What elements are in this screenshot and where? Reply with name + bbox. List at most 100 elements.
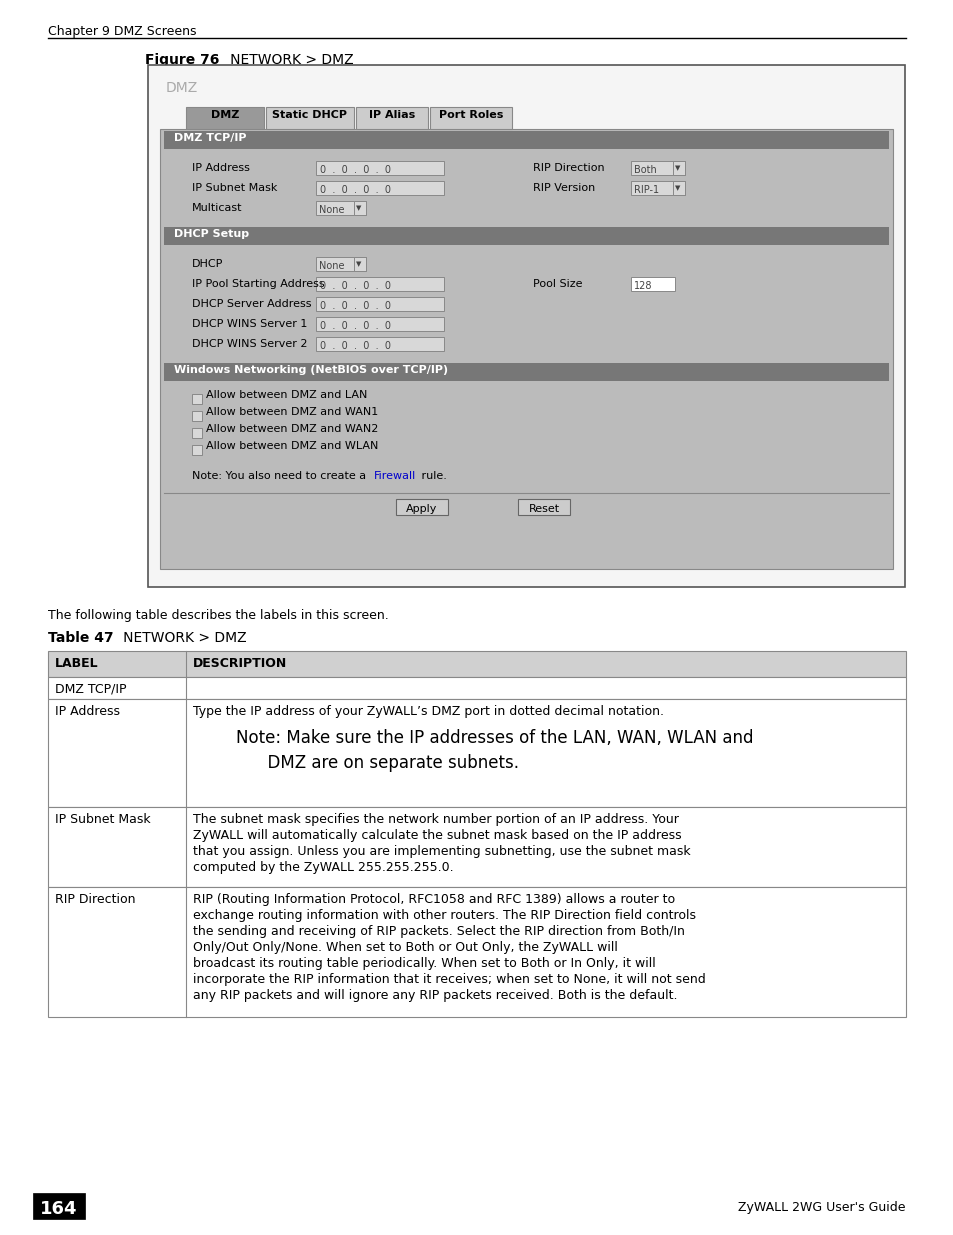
Text: the sending and receiving of RIP packets. Select the RIP direction from Both/In: the sending and receiving of RIP packets… — [193, 925, 684, 939]
Bar — [430, 107, 512, 128]
Bar — [354, 201, 366, 215]
Text: Figure 76: Figure 76 — [145, 53, 219, 67]
Text: DHCP Server Address: DHCP Server Address — [192, 299, 312, 309]
Text: 0  .  0  .  0  .  0: 0 . 0 . 0 . 0 — [319, 341, 391, 351]
Bar — [630, 182, 684, 195]
Text: ▼: ▼ — [355, 261, 361, 267]
Bar — [630, 277, 675, 291]
Text: Port Roles: Port Roles — [438, 110, 502, 120]
Bar — [192, 411, 202, 421]
Bar — [192, 429, 202, 438]
Text: Apply: Apply — [406, 504, 437, 514]
Bar — [315, 337, 443, 351]
Text: incorporate the RIP information that it receives; when set to None, it will not : incorporate the RIP information that it … — [193, 973, 705, 986]
Bar — [315, 182, 443, 195]
Text: None: None — [318, 261, 344, 270]
Text: Allow between DMZ and LAN: Allow between DMZ and LAN — [206, 390, 367, 400]
Text: ▼: ▼ — [355, 205, 361, 211]
Text: 0  .  0  .  0  .  0: 0 . 0 . 0 . 0 — [319, 301, 391, 311]
Text: ZyWALL 2WG User's Guide: ZyWALL 2WG User's Guide — [738, 1200, 905, 1214]
Text: IP Pool Starting Address: IP Pool Starting Address — [192, 279, 324, 289]
Bar — [33, 1193, 85, 1219]
Text: DMZ: DMZ — [166, 82, 198, 95]
Text: Only/Out Only/None. When set to Both or Out Only, the ZyWALL will: Only/Out Only/None. When set to Both or … — [193, 941, 618, 953]
Bar — [48, 806, 905, 887]
Text: IP Subnet Mask: IP Subnet Mask — [192, 183, 277, 193]
Text: Reset: Reset — [528, 504, 559, 514]
Bar — [315, 277, 443, 291]
Text: 128: 128 — [634, 282, 652, 291]
Text: IP Address: IP Address — [192, 163, 250, 173]
Text: NETWORK > DMZ: NETWORK > DMZ — [110, 631, 247, 645]
Bar — [517, 499, 569, 515]
Text: The subnet mask specifies the network number portion of an IP address. Your: The subnet mask specifies the network nu… — [193, 813, 679, 826]
Text: DESCRIPTION: DESCRIPTION — [193, 657, 287, 671]
Text: 0  .  0  .  0  .  0: 0 . 0 . 0 . 0 — [319, 165, 391, 175]
Text: 164: 164 — [40, 1200, 77, 1218]
Text: that you assign. Unless you are implementing subnetting, use the subnet mask: that you assign. Unless you are implemen… — [193, 845, 690, 858]
Text: 0  .  0  .  0  .  0: 0 . 0 . 0 . 0 — [319, 185, 391, 195]
Bar — [148, 65, 904, 587]
Text: Chapter 9 DMZ Screens: Chapter 9 DMZ Screens — [48, 25, 196, 38]
Text: computed by the ZyWALL 255.255.255.0.: computed by the ZyWALL 255.255.255.0. — [193, 861, 453, 874]
Text: DMZ TCP/IP: DMZ TCP/IP — [173, 133, 246, 143]
Bar — [192, 445, 202, 454]
Bar — [315, 296, 443, 311]
Text: 0  .  0  .  0  .  0: 0 . 0 . 0 . 0 — [319, 321, 391, 331]
Text: DHCP: DHCP — [192, 259, 223, 269]
Text: RIP Direction: RIP Direction — [55, 893, 135, 906]
Bar — [192, 394, 202, 404]
Text: Multicast: Multicast — [192, 203, 242, 212]
Bar — [48, 699, 905, 806]
Bar — [266, 107, 354, 128]
Text: DHCP WINS Server 2: DHCP WINS Server 2 — [192, 338, 307, 350]
Text: DMZ are on separate subnets.: DMZ are on separate subnets. — [235, 755, 518, 772]
Text: Table 47: Table 47 — [48, 631, 113, 645]
Text: any RIP packets and will ignore any RIP packets received. Both is the default.: any RIP packets and will ignore any RIP … — [193, 989, 677, 1002]
Bar — [395, 499, 448, 515]
Text: DMZ: DMZ — [211, 110, 239, 120]
Text: Both: Both — [634, 165, 656, 175]
Text: DHCP Setup: DHCP Setup — [173, 228, 249, 240]
Text: ZyWALL will automatically calculate the subnet mask based on the IP address: ZyWALL will automatically calculate the … — [193, 829, 680, 842]
Bar — [164, 131, 888, 149]
Text: Static DHCP: Static DHCP — [273, 110, 347, 120]
Bar — [315, 257, 366, 270]
Bar — [48, 651, 905, 677]
Bar — [315, 161, 443, 175]
Bar — [160, 128, 892, 569]
Bar — [48, 677, 905, 699]
Bar — [315, 201, 366, 215]
Text: Firewall: Firewall — [374, 471, 416, 480]
Text: RIP Direction: RIP Direction — [533, 163, 604, 173]
Text: 0  .  0  .  0  .  0: 0 . 0 . 0 . 0 — [319, 282, 391, 291]
Text: NETWORK > DMZ: NETWORK > DMZ — [216, 53, 354, 67]
Text: RIP Version: RIP Version — [533, 183, 595, 193]
Bar — [630, 161, 684, 175]
Text: DHCP WINS Server 1: DHCP WINS Server 1 — [192, 319, 307, 329]
Text: rule.: rule. — [417, 471, 446, 480]
Bar — [48, 887, 905, 1016]
Bar — [355, 107, 428, 128]
Text: ▼: ▼ — [675, 165, 679, 170]
Text: exchange routing information with other routers. The RIP Direction field control: exchange routing information with other … — [193, 909, 696, 923]
Text: Allow between DMZ and WAN1: Allow between DMZ and WAN1 — [206, 408, 377, 417]
Text: Note: You also need to create a: Note: You also need to create a — [192, 471, 369, 480]
Bar — [315, 317, 443, 331]
Text: Note: Make sure the IP addresses of the LAN, WAN, WLAN and: Note: Make sure the IP addresses of the … — [235, 729, 753, 747]
Text: Pool Size: Pool Size — [533, 279, 582, 289]
Text: DMZ TCP/IP: DMZ TCP/IP — [55, 682, 127, 695]
Bar — [186, 107, 264, 128]
Bar — [164, 227, 888, 245]
Text: RIP-1: RIP-1 — [634, 185, 659, 195]
Text: Allow between DMZ and WLAN: Allow between DMZ and WLAN — [206, 441, 378, 451]
Bar — [672, 161, 684, 175]
Text: IP Alias: IP Alias — [369, 110, 415, 120]
Text: None: None — [318, 205, 344, 215]
Text: ▼: ▼ — [675, 185, 679, 191]
Bar — [354, 257, 366, 270]
Text: IP Address: IP Address — [55, 705, 120, 718]
Text: Windows Networking (NetBIOS over TCP/IP): Windows Networking (NetBIOS over TCP/IP) — [173, 366, 448, 375]
Text: Type the IP address of your ZyWALL’s DMZ port in dotted decimal notation.: Type the IP address of your ZyWALL’s DMZ… — [193, 705, 663, 718]
Text: Allow between DMZ and WAN2: Allow between DMZ and WAN2 — [206, 424, 378, 433]
